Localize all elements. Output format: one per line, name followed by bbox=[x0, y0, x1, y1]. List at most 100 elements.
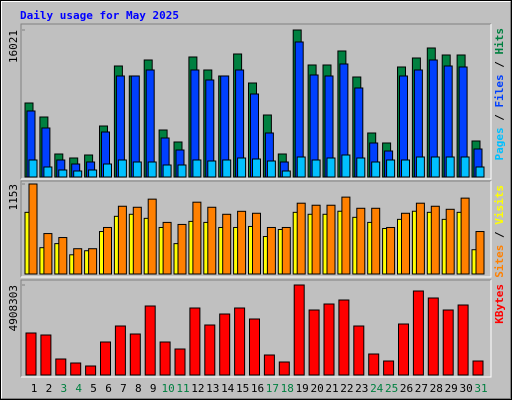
x-tick-label: 8 bbox=[135, 382, 142, 395]
bar bbox=[114, 325, 126, 376]
bar bbox=[427, 297, 439, 376]
bar bbox=[55, 358, 67, 376]
bar bbox=[28, 183, 38, 275]
legend: KBytes bbox=[493, 284, 506, 324]
panel-bevel-light bbox=[21, 24, 492, 180]
bar bbox=[401, 159, 410, 178]
bar bbox=[159, 341, 171, 376]
bar bbox=[371, 207, 381, 275]
bar bbox=[308, 309, 320, 376]
bar bbox=[88, 169, 98, 178]
x-tick-label: 20 bbox=[310, 382, 323, 395]
bar bbox=[132, 206, 142, 275]
bar bbox=[192, 159, 202, 178]
bar bbox=[234, 307, 246, 376]
bar bbox=[162, 221, 172, 275]
x-tick-label: 25 bbox=[385, 382, 398, 395]
x-tick-label: 23 bbox=[355, 382, 368, 395]
x-tick-label: 13 bbox=[206, 382, 219, 395]
bar bbox=[204, 324, 216, 376]
bar bbox=[177, 164, 187, 178]
bar bbox=[266, 226, 276, 275]
bar bbox=[353, 325, 365, 376]
legend-entry: Files bbox=[493, 74, 506, 107]
bar bbox=[356, 207, 366, 275]
bar bbox=[266, 160, 276, 178]
bar bbox=[249, 318, 260, 376]
bar bbox=[460, 197, 470, 275]
bar bbox=[43, 166, 53, 178]
x-tick-label: 7 bbox=[120, 382, 127, 395]
bar bbox=[25, 332, 37, 376]
x-tick-label: 12 bbox=[191, 382, 204, 395]
bar bbox=[383, 360, 395, 376]
bar bbox=[117, 159, 127, 178]
bar bbox=[475, 166, 485, 178]
x-tick-label: 3 bbox=[60, 382, 67, 395]
legend-entry: Sites bbox=[493, 245, 506, 278]
bar bbox=[281, 226, 291, 275]
bar bbox=[132, 161, 142, 178]
x-tick-label: 31 bbox=[474, 382, 487, 395]
bar bbox=[145, 69, 155, 178]
bar bbox=[103, 226, 112, 275]
bar bbox=[207, 206, 217, 275]
legend-separator: / bbox=[493, 55, 506, 75]
legend-entry: Pages bbox=[493, 127, 506, 160]
x-tick-label: 26 bbox=[400, 382, 413, 395]
bar bbox=[263, 354, 275, 376]
legend-separator: / bbox=[493, 108, 506, 128]
bar bbox=[58, 169, 68, 178]
bar bbox=[174, 348, 186, 376]
x-tick-label: 29 bbox=[445, 382, 458, 395]
x-tick-label: 21 bbox=[325, 382, 338, 395]
x-tick-label: 6 bbox=[105, 382, 112, 395]
x-tick-label: 10 bbox=[161, 382, 174, 395]
bar bbox=[460, 156, 470, 178]
bar bbox=[43, 233, 53, 275]
x-tick-label: 5 bbox=[90, 382, 97, 395]
bar bbox=[100, 341, 111, 376]
bar bbox=[252, 158, 261, 178]
bar bbox=[219, 313, 231, 376]
x-tick-label: 22 bbox=[340, 382, 353, 395]
bar bbox=[475, 231, 485, 275]
bar bbox=[73, 170, 83, 178]
panel-bevel-dark bbox=[20, 180, 491, 277]
bar bbox=[326, 204, 336, 275]
bar bbox=[398, 323, 409, 376]
y-tick-label: 16021 bbox=[7, 30, 20, 63]
x-tick-label: 15 bbox=[236, 382, 249, 395]
legend-entry: Visits bbox=[493, 185, 506, 225]
x-tick-label: 19 bbox=[296, 382, 309, 395]
bar bbox=[237, 157, 247, 178]
bar bbox=[412, 290, 424, 376]
bar bbox=[222, 213, 232, 275]
bar bbox=[189, 307, 201, 376]
panel-bevel-light bbox=[21, 280, 492, 378]
y-tick-label: 1153 bbox=[7, 184, 20, 211]
bar bbox=[88, 248, 98, 275]
bar bbox=[323, 303, 335, 376]
bar bbox=[144, 305, 156, 376]
legend-entry: KBytes bbox=[493, 284, 506, 324]
bar bbox=[442, 309, 454, 376]
y-tick-label: 4908303 bbox=[7, 285, 20, 331]
bar bbox=[445, 156, 455, 178]
bar bbox=[177, 223, 187, 275]
x-tick-label: 2 bbox=[46, 382, 53, 395]
chart-title: Daily usage for May 2025 bbox=[20, 9, 179, 22]
bar bbox=[386, 159, 396, 178]
bar bbox=[293, 284, 305, 376]
legend-separator: / bbox=[493, 225, 506, 245]
bar bbox=[356, 157, 366, 178]
bar bbox=[73, 248, 83, 275]
bar bbox=[371, 161, 381, 178]
bar bbox=[103, 163, 112, 178]
x-tick-label: 30 bbox=[459, 382, 472, 395]
bar bbox=[338, 299, 350, 376]
bar bbox=[281, 170, 291, 178]
bar bbox=[58, 237, 68, 275]
